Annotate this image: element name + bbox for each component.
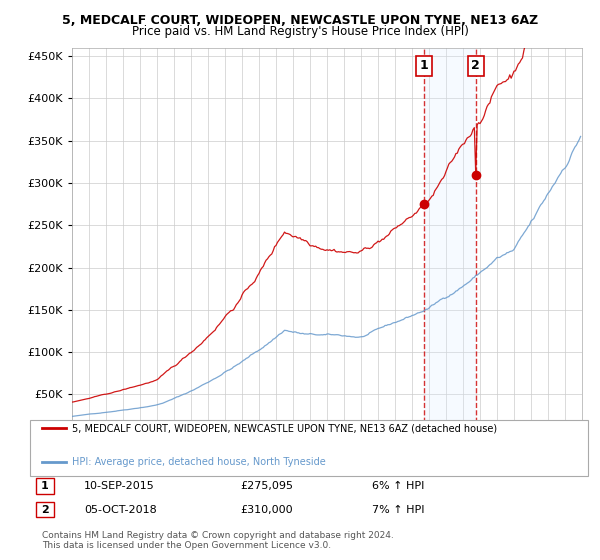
Text: 6% ↑ HPI: 6% ↑ HPI bbox=[372, 481, 424, 491]
Text: 5, MEDCALF COURT, WIDEOPEN, NEWCASTLE UPON TYNE, NE13 6AZ (detached house): 5, MEDCALF COURT, WIDEOPEN, NEWCASTLE UP… bbox=[72, 423, 497, 433]
Text: £275,095: £275,095 bbox=[240, 481, 293, 491]
Text: 1: 1 bbox=[41, 481, 49, 491]
Text: 5, MEDCALF COURT, WIDEOPEN, NEWCASTLE UPON TYNE, NE13 6AZ: 5, MEDCALF COURT, WIDEOPEN, NEWCASTLE UP… bbox=[62, 14, 538, 27]
Bar bbox=[424, 48, 476, 437]
Text: HPI: Average price, detached house, North Tyneside: HPI: Average price, detached house, Nort… bbox=[72, 457, 326, 467]
Text: Price paid vs. HM Land Registry's House Price Index (HPI): Price paid vs. HM Land Registry's House … bbox=[131, 25, 469, 38]
Text: £310,000: £310,000 bbox=[240, 505, 293, 515]
Text: 10-SEP-2015: 10-SEP-2015 bbox=[84, 481, 155, 491]
Text: 05-OCT-2018: 05-OCT-2018 bbox=[84, 505, 157, 515]
Text: Contains HM Land Registry data © Crown copyright and database right 2024.
This d: Contains HM Land Registry data © Crown c… bbox=[42, 530, 394, 550]
Text: 2: 2 bbox=[41, 505, 49, 515]
Text: 2: 2 bbox=[472, 59, 480, 72]
Text: 7% ↑ HPI: 7% ↑ HPI bbox=[372, 505, 425, 515]
Text: 1: 1 bbox=[419, 59, 428, 72]
